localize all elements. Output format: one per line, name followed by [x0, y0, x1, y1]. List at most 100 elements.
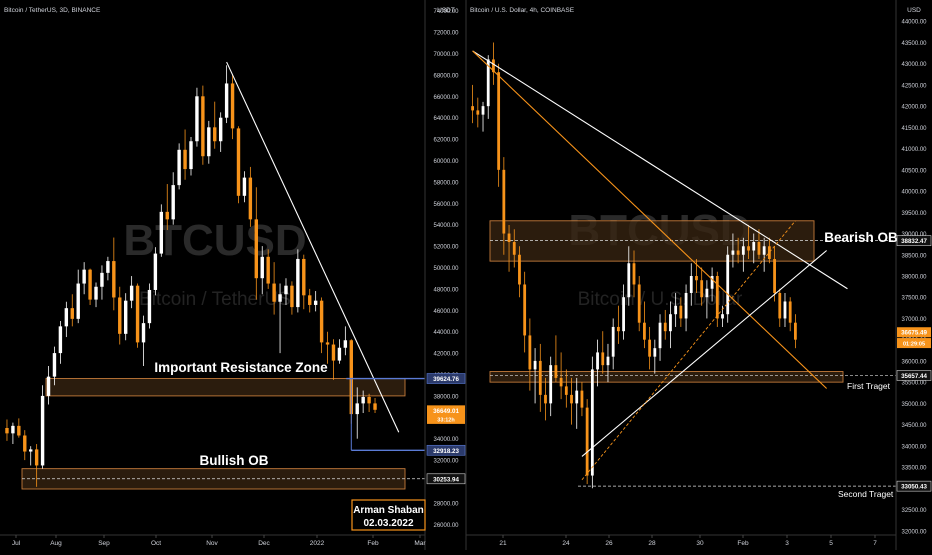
right-trend-line	[581, 250, 827, 457]
right-candle-body	[658, 322, 662, 349]
right-y-tick-label: 40500.00	[901, 168, 927, 174]
left-x-tick-label: Mar	[414, 540, 426, 547]
right-candle-body	[726, 254, 730, 315]
price-tags: 39624.76 36649.01 33:12h 32918.23 30253.94 38…	[426, 235, 932, 492]
right-candle-body	[538, 360, 542, 395]
right-candle-body	[512, 242, 516, 255]
right-x-tick-label: 24	[562, 540, 570, 547]
right-y-tick-label: 35500.00	[901, 381, 927, 387]
right-candle-body	[549, 365, 553, 404]
left-y-tick-label: 60000.00	[433, 159, 459, 165]
left-y-tick-label: 66000.00	[433, 95, 459, 101]
left-price-tag-box	[427, 413, 465, 424]
left-candle-body	[94, 286, 98, 300]
left-candle-body	[141, 323, 146, 343]
left-candle-body	[290, 285, 294, 308]
right-price-tag-box	[896, 480, 932, 492]
right-candle-body	[606, 356, 610, 366]
right-candle-body	[580, 390, 584, 408]
signature-box	[351, 499, 426, 531]
right-chart[interactable]	[471, 42, 896, 489]
resistance-zone-label: Important Resistance Zone	[154, 360, 328, 375]
right-candle-body	[788, 301, 792, 323]
signature-name: Arman Shaban	[353, 505, 424, 516]
right-candle-body	[533, 360, 537, 370]
left-y-tick-label: 52000.00	[433, 245, 459, 251]
left-x-tick-label: Oct	[151, 540, 161, 547]
left-candle-body	[361, 396, 365, 404]
right-price-tag-box	[897, 327, 931, 338]
left-candle-body	[367, 396, 371, 404]
right-candle-body	[741, 246, 745, 255]
left-price-tag-box	[426, 473, 466, 485]
left-candle-body	[5, 428, 9, 434]
left-candle-body	[70, 308, 74, 319]
right-candle-body	[554, 365, 558, 378]
left-candle-body	[88, 269, 92, 300]
right-x-tick-label: 21	[499, 540, 507, 547]
left-candle-body	[236, 128, 241, 196]
left-y-tick-label: 68000.00	[433, 73, 459, 79]
right-candle-body	[731, 250, 735, 255]
right-candle-body	[679, 305, 683, 319]
left-y-tick-label: 28000.00	[433, 501, 459, 507]
right-candle-body	[564, 386, 568, 395]
right-price-tag-label: 38832.47	[901, 238, 927, 245]
left-candle-body	[11, 425, 15, 434]
right-candle-body	[653, 348, 657, 357]
right-x-tick-label: 7	[873, 540, 877, 547]
left-y-tick-label: 48000.00	[433, 287, 459, 293]
right-candle-body	[643, 322, 646, 340]
right-y-tick-label: 36000.00	[901, 359, 927, 365]
left-y-tick-label: 44000.00	[433, 330, 459, 336]
right-price-tag-box	[896, 370, 932, 381]
left-x-tick-label: Feb	[367, 540, 379, 547]
left-y-tick-label: 38000.00	[433, 394, 459, 400]
right-candle-body	[497, 72, 501, 170]
left-price-tag-box	[426, 373, 466, 384]
left-zone	[45, 378, 406, 397]
right-candle-body	[559, 377, 563, 387]
left-candle-body	[58, 326, 63, 354]
left-y-tick-label: 56000.00	[433, 202, 459, 208]
left-watermark-symbol: BTCUSD	[123, 216, 306, 265]
right-x-tick-label: 26	[605, 540, 613, 547]
left-candle-body	[319, 300, 324, 343]
left-y-tick-label: 62000.00	[433, 138, 459, 144]
right-candle-body	[486, 59, 490, 107]
left-price-tag-label: 32918.23	[433, 448, 459, 455]
left-price-tag-box	[427, 405, 465, 416]
left-y-tick-label: 70000.00	[433, 52, 459, 58]
left-candle-body	[46, 376, 51, 396]
left-candle-body	[118, 297, 122, 334]
left-candle-body	[308, 295, 312, 305]
second-target-label: Second Traget	[838, 489, 894, 499]
right-candle-body	[736, 250, 740, 255]
left-candle-body	[349, 340, 353, 415]
left-candle-body	[76, 283, 80, 319]
left-candle-body	[40, 395, 45, 466]
right-y-tick-label: 33500.00	[901, 466, 927, 472]
right-y-tick-label: 44000.00	[901, 20, 927, 26]
right-candle-body	[518, 254, 521, 285]
right-y-tick-label: 38500.00	[901, 253, 927, 259]
right-x-tick-label: 28	[648, 540, 656, 547]
right-candle-body	[721, 314, 724, 319]
right-candle-body	[747, 246, 750, 251]
left-candle-body	[302, 258, 306, 296]
right-candle-body	[663, 322, 667, 332]
left-y-tick-label: 72000.00	[433, 31, 459, 37]
left-y-tick-label: 46000.00	[433, 309, 459, 315]
right-candle-body	[637, 284, 641, 323]
first-target-label: First Traget	[847, 381, 891, 391]
left-candle-body	[213, 127, 217, 142]
left-x-tick-label: Sep	[98, 540, 110, 547]
left-candle-body	[183, 149, 187, 170]
signature-date: 02.03.2022	[363, 518, 413, 529]
left-candle-body	[260, 256, 264, 279]
right-candle-body	[767, 246, 771, 260]
right-candle-body	[575, 390, 579, 404]
left-chart[interactable]	[5, 61, 425, 490]
right-candle-body	[700, 280, 704, 298]
